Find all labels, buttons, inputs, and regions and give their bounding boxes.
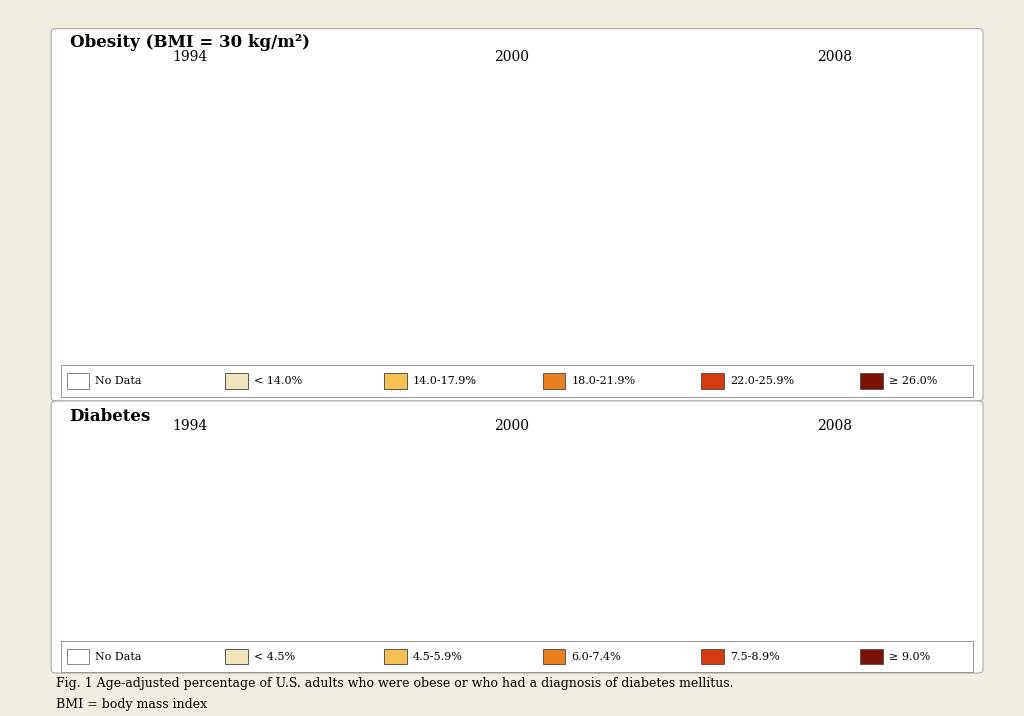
- FancyBboxPatch shape: [384, 373, 407, 389]
- Text: BMI = body mass index: BMI = body mass index: [56, 698, 208, 711]
- FancyBboxPatch shape: [225, 373, 248, 389]
- FancyBboxPatch shape: [51, 29, 983, 401]
- FancyBboxPatch shape: [384, 649, 407, 664]
- FancyBboxPatch shape: [543, 649, 565, 664]
- Text: 1994: 1994: [172, 419, 207, 433]
- FancyBboxPatch shape: [543, 373, 565, 389]
- FancyBboxPatch shape: [61, 365, 973, 397]
- FancyBboxPatch shape: [701, 373, 724, 389]
- Text: < 4.5%: < 4.5%: [254, 652, 295, 662]
- Text: 14.0-17.9%: 14.0-17.9%: [413, 376, 477, 386]
- FancyBboxPatch shape: [67, 649, 89, 664]
- FancyBboxPatch shape: [51, 401, 983, 673]
- FancyBboxPatch shape: [860, 373, 883, 389]
- Text: 6.0-7.4%: 6.0-7.4%: [571, 652, 622, 662]
- Text: 2000: 2000: [495, 419, 529, 433]
- FancyBboxPatch shape: [67, 373, 89, 389]
- Text: 2008: 2008: [817, 50, 852, 64]
- Text: 18.0-21.9%: 18.0-21.9%: [571, 376, 636, 386]
- FancyBboxPatch shape: [701, 649, 724, 664]
- Text: ≥ 9.0%: ≥ 9.0%: [889, 652, 930, 662]
- Text: Diabetes: Diabetes: [70, 408, 151, 425]
- FancyBboxPatch shape: [860, 649, 883, 664]
- Text: 1994: 1994: [172, 50, 207, 64]
- Text: No Data: No Data: [95, 376, 141, 386]
- Text: 2000: 2000: [495, 50, 529, 64]
- Text: 4.5-5.9%: 4.5-5.9%: [413, 652, 463, 662]
- Text: Obesity (BMI = 30 kg/m²): Obesity (BMI = 30 kg/m²): [70, 34, 309, 52]
- Text: 22.0-25.9%: 22.0-25.9%: [730, 376, 795, 386]
- Text: No Data: No Data: [95, 652, 141, 662]
- Text: 7.5-8.9%: 7.5-8.9%: [730, 652, 780, 662]
- Text: Fig. 1 Age-adjusted percentage of U.S. adults who were obese or who had a diagno: Fig. 1 Age-adjusted percentage of U.S. a…: [56, 677, 734, 690]
- FancyBboxPatch shape: [61, 641, 973, 672]
- Text: ≥ 26.0%: ≥ 26.0%: [889, 376, 937, 386]
- Text: < 14.0%: < 14.0%: [254, 376, 302, 386]
- FancyBboxPatch shape: [225, 649, 248, 664]
- Text: 2008: 2008: [817, 419, 852, 433]
